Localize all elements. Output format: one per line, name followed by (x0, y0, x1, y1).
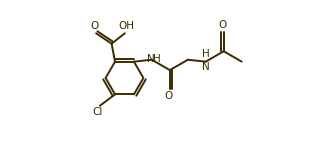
Text: N: N (202, 62, 210, 72)
Text: O: O (219, 20, 227, 30)
Text: OH: OH (118, 21, 134, 31)
Text: H: H (153, 54, 161, 64)
Text: Cl: Cl (92, 107, 103, 117)
Text: N: N (147, 54, 154, 64)
Text: O: O (165, 91, 173, 101)
Text: H: H (202, 49, 210, 59)
Text: O: O (91, 21, 99, 31)
